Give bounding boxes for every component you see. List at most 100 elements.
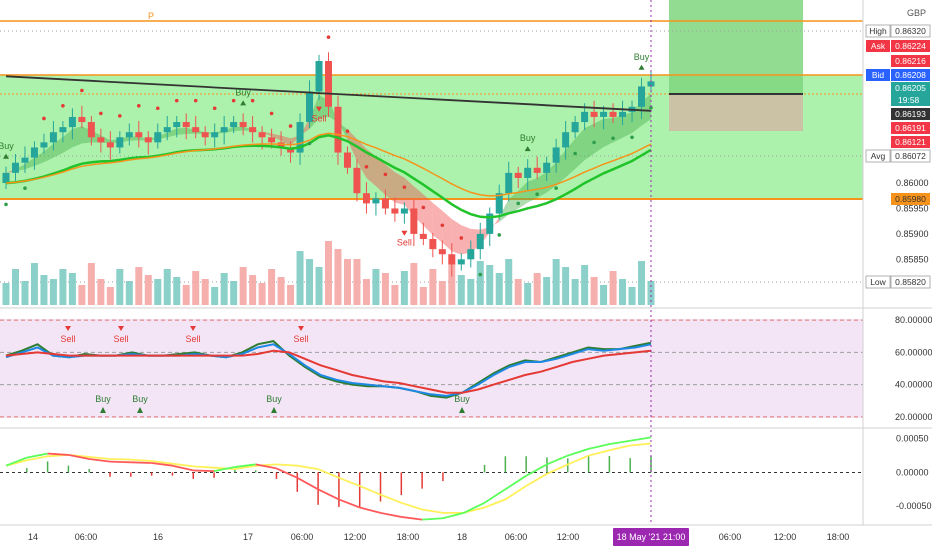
cloud-segment bbox=[613, 115, 623, 143]
price-badge[interactable]: 0.86205 19:58 bbox=[891, 82, 930, 106]
volume-bar bbox=[211, 287, 219, 305]
osc-buy-label: Buy bbox=[454, 394, 470, 404]
cloud-segment bbox=[518, 181, 528, 209]
volume-bars bbox=[2, 241, 655, 305]
price-badge[interactable]: 0.86191 bbox=[891, 122, 930, 134]
sar-dot bbox=[61, 103, 65, 108]
candle-body bbox=[97, 137, 105, 143]
volume-bar bbox=[505, 259, 513, 305]
macd-line-segment bbox=[255, 463, 277, 470]
price-badge[interactable]: Ask 0.86224 bbox=[866, 40, 930, 52]
macd-line-segment bbox=[89, 458, 111, 463]
volume-bar bbox=[381, 273, 389, 305]
time-tick-label: 12:00 bbox=[557, 532, 580, 542]
osc-sell-label: Sell bbox=[293, 334, 308, 344]
candle-body bbox=[334, 106, 342, 153]
osc-tick-label: 80.00000 bbox=[895, 315, 932, 325]
candle-body bbox=[11, 162, 19, 173]
macd-line-segment bbox=[380, 512, 402, 518]
price-badge[interactable]: Bid 0.86208 bbox=[866, 69, 930, 81]
candle-body bbox=[581, 111, 589, 123]
candle-body bbox=[419, 233, 427, 239]
volume-bar bbox=[543, 277, 551, 305]
price-axis[interactable]: GBP0.860500.860000.859500.859000.858500.… bbox=[865, 8, 932, 511]
price-badge[interactable]: Avg 0.86072 bbox=[865, 149, 931, 163]
volume-bar bbox=[296, 251, 304, 305]
sar-dot bbox=[421, 205, 426, 210]
sar-dot bbox=[42, 116, 46, 121]
volume-bar bbox=[391, 285, 399, 305]
candle-body bbox=[495, 193, 503, 214]
price-badge[interactable]: 0.86193 bbox=[891, 108, 930, 120]
candle-body bbox=[543, 162, 551, 173]
volume-bar bbox=[467, 279, 475, 305]
volume-bar bbox=[220, 273, 228, 305]
time-tick-label: 16 bbox=[153, 532, 163, 542]
volume-bar bbox=[287, 285, 295, 305]
price-badge[interactable]: Low 0.85820 bbox=[865, 275, 931, 289]
badge-value-text: 0.86205 bbox=[895, 83, 926, 93]
candle-body bbox=[467, 249, 475, 260]
osc-buy-arrow bbox=[137, 407, 143, 413]
volume-bar bbox=[372, 269, 380, 305]
cloud-segment bbox=[461, 225, 471, 255]
volume-bar bbox=[457, 275, 465, 305]
sar-dot bbox=[136, 103, 141, 108]
badge-value-box bbox=[891, 82, 930, 106]
badge-label-text: Bid bbox=[872, 70, 885, 80]
volume-bar bbox=[40, 275, 48, 305]
volume-bar bbox=[552, 259, 560, 305]
time-tick-label: 06:00 bbox=[291, 532, 314, 542]
osc-series-line bbox=[5, 349, 652, 394]
price-badge[interactable]: 0.86121 bbox=[891, 136, 930, 148]
sar-dot bbox=[554, 186, 558, 190]
oscillator-pane: Sell Sell Sell Sell Buy Buy Buy Buy bbox=[0, 319, 863, 418]
volume-bar bbox=[277, 277, 285, 305]
macd-line-segment bbox=[130, 461, 152, 464]
volume-bar bbox=[59, 269, 67, 305]
time-tick-label: 17 bbox=[243, 532, 253, 542]
buy-signal-arrow bbox=[3, 153, 9, 159]
volume-bar bbox=[30, 263, 38, 305]
candle-body bbox=[438, 249, 446, 255]
candle-body bbox=[230, 122, 238, 128]
sar-dot bbox=[231, 98, 236, 103]
volume-bar bbox=[49, 279, 57, 305]
volume-bar bbox=[268, 269, 276, 305]
macd-line-segment bbox=[463, 501, 485, 514]
badge-value-box bbox=[891, 69, 930, 81]
osc-sell-arrow bbox=[190, 326, 196, 331]
price-badge[interactable]: High 0.86320 bbox=[865, 24, 931, 38]
price-badge[interactable]: 0.86216 bbox=[891, 55, 930, 67]
candle-body bbox=[457, 259, 465, 265]
volume-bar bbox=[495, 273, 503, 305]
candle-body bbox=[325, 61, 332, 107]
candle-body bbox=[59, 127, 67, 133]
osc-sell-label: Sell bbox=[113, 334, 128, 344]
volume-bar bbox=[144, 275, 152, 305]
macd-line-segment bbox=[588, 443, 610, 450]
time-axis[interactable]: 14 06:00 16 17 06:00 12:00 18:00 18 06:00 12:00 06… bbox=[28, 528, 849, 546]
cloud-segment bbox=[72, 126, 82, 148]
cloud-segment bbox=[537, 171, 547, 198]
cloud-segment bbox=[622, 112, 633, 138]
candle-body bbox=[173, 122, 181, 128]
sar-dot bbox=[364, 164, 369, 169]
moving-averages bbox=[5, 75, 652, 219]
candle-body bbox=[211, 132, 219, 138]
candle-body bbox=[448, 254, 456, 265]
sar-dot bbox=[383, 172, 388, 177]
badge-value-box bbox=[891, 40, 930, 52]
badge-value-text: 0.86191 bbox=[895, 123, 926, 133]
profit-zone bbox=[669, 0, 803, 94]
candle-body bbox=[106, 142, 114, 148]
buy-signal-label: Buy bbox=[634, 52, 650, 62]
price-tick-label: 0.86000 bbox=[896, 178, 929, 188]
candle-body bbox=[154, 132, 162, 143]
volume-bar bbox=[106, 287, 114, 305]
loss-zone bbox=[669, 94, 803, 131]
time-tick-label: 14 bbox=[28, 532, 38, 542]
candle-body bbox=[201, 132, 209, 138]
price-badge[interactable]: 0.85980 bbox=[891, 193, 930, 205]
